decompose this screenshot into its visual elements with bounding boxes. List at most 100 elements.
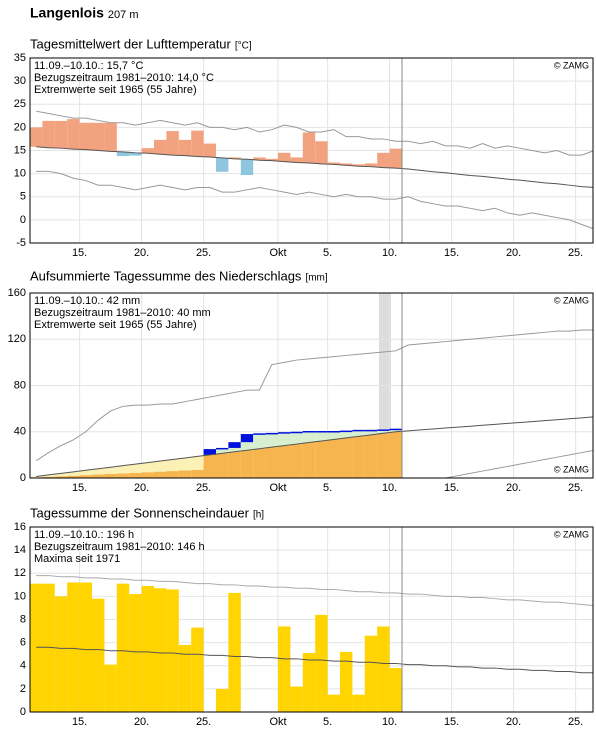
x-tick-label: Okt — [269, 716, 286, 728]
bar — [166, 589, 179, 712]
rain — [377, 429, 390, 431]
surplus — [389, 429, 402, 432]
bar — [352, 694, 365, 712]
x-tick-label: 25. — [196, 716, 211, 728]
y-tick-label: 4 — [20, 660, 26, 672]
surplus — [377, 429, 390, 434]
y-tick-label: 0 — [20, 472, 26, 484]
deficit — [79, 470, 92, 476]
deficit — [42, 474, 55, 477]
line-normal — [36, 146, 593, 188]
rain — [203, 449, 216, 455]
bar — [290, 444, 303, 478]
y-tick-label: 15 — [14, 144, 26, 156]
bar — [67, 582, 80, 712]
x-tick-label: 25. — [568, 482, 583, 494]
bar — [278, 626, 291, 712]
chart-title: Aufsummierte Tagessumme des Niederschlag… — [30, 268, 302, 283]
bar — [315, 441, 328, 478]
y-tick-label: 35 — [14, 52, 26, 64]
source: © ZAMG — [554, 529, 589, 539]
y-tick-label: -5 — [16, 237, 26, 249]
surplus — [290, 431, 303, 445]
bar — [327, 694, 340, 712]
bar — [278, 445, 291, 478]
x-tick-label: 25. — [196, 482, 211, 494]
line-extreme-max — [36, 110, 593, 156]
bar — [253, 157, 266, 161]
deficit — [67, 471, 80, 476]
bar — [141, 148, 154, 154]
source: © ZAMG — [554, 295, 589, 305]
bar — [30, 127, 43, 147]
bar — [154, 471, 167, 478]
bar — [216, 157, 229, 172]
x-tick-label: 10. — [382, 482, 397, 494]
bar — [389, 668, 402, 712]
bar — [389, 148, 402, 169]
bar — [30, 583, 43, 712]
bar — [54, 476, 68, 478]
y-tick-label: 14 — [14, 544, 26, 556]
deficit — [104, 467, 117, 474]
y-tick-label: 0 — [20, 214, 26, 226]
bar — [228, 451, 241, 478]
plot-frame — [29, 526, 594, 713]
plot — [30, 293, 593, 478]
bar — [340, 651, 353, 712]
bar — [116, 151, 130, 157]
x-tick-label: 15. — [72, 482, 87, 494]
x-tick-label: 15. — [444, 716, 459, 728]
deficit — [141, 462, 154, 473]
bar — [302, 132, 316, 163]
bar — [327, 162, 340, 165]
line-normal — [36, 646, 593, 674]
bar — [228, 157, 241, 159]
line-extreme-min — [36, 449, 593, 478]
bar — [216, 453, 229, 478]
bar — [79, 475, 92, 478]
x-tick-label: 5. — [323, 482, 332, 494]
bar — [141, 472, 154, 478]
x-tick-label: 10. — [382, 247, 397, 259]
bar — [54, 120, 68, 149]
x-tick-label: 10. — [382, 716, 397, 728]
x-tick-label: 15. — [72, 247, 87, 259]
bar — [42, 583, 55, 712]
y-tick-label: 120 — [8, 333, 26, 345]
bar — [104, 473, 117, 478]
surplus — [302, 431, 316, 443]
bar — [377, 152, 390, 168]
deficit — [166, 459, 179, 472]
bar — [364, 163, 378, 167]
bar — [129, 472, 142, 478]
annotation: Extremwerte seit 1965 (55 Jahre) — [34, 319, 197, 331]
bar — [290, 157, 303, 163]
bar — [129, 152, 142, 156]
line-extreme-max — [36, 575, 593, 607]
y-tick-label: 6 — [20, 637, 26, 649]
line-normal — [36, 416, 593, 477]
y-tick-label: 0 — [20, 706, 26, 718]
x-tick-label: 20. — [506, 716, 521, 728]
bar — [389, 431, 402, 478]
x-tick-label: 20. — [134, 247, 149, 259]
bar — [79, 582, 92, 712]
plot — [30, 58, 593, 243]
surplus — [364, 430, 378, 435]
bar — [278, 152, 291, 162]
bar — [302, 653, 316, 712]
bar — [166, 471, 179, 478]
y-tick-label: 10 — [14, 590, 26, 602]
bar — [352, 164, 365, 167]
bar — [327, 439, 340, 478]
bar — [129, 594, 142, 712]
bar — [166, 131, 179, 156]
bar — [141, 585, 154, 712]
bar — [116, 583, 130, 712]
bar — [340, 437, 353, 478]
y-tick-label: 40 — [14, 426, 26, 438]
plot-frame — [29, 57, 594, 244]
